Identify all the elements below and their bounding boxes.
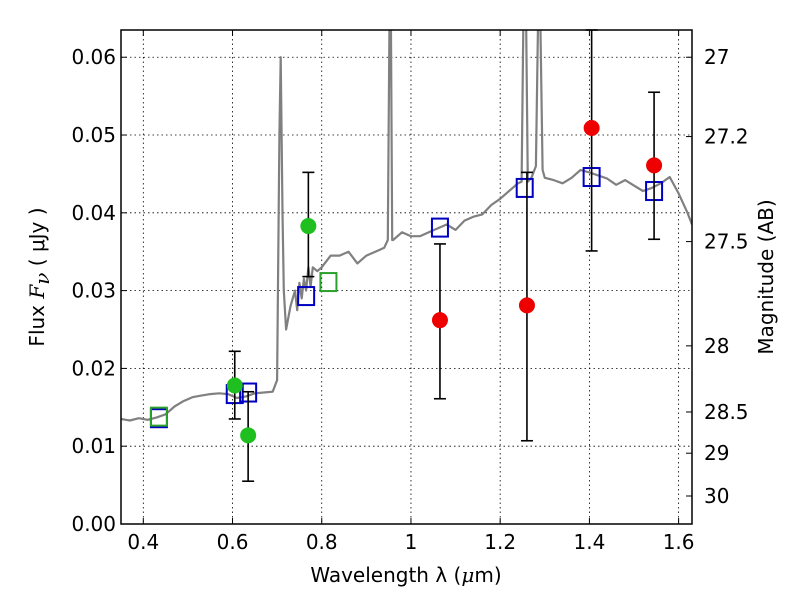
observed-point	[300, 218, 317, 235]
x-tick-label: 1.2	[484, 530, 516, 554]
x-axis-label: Wavelength λ (μm)	[310, 563, 501, 587]
x-tick-label: 1.4	[573, 530, 605, 554]
observed-point	[518, 297, 535, 314]
y2-tick-label: 28.5	[704, 400, 749, 424]
observed-point	[583, 120, 600, 137]
ticks: 0.4 0.6 0.8 1 1.2 1.4 1.6 0.00 0.01 0.02 0.03 0.04 0…	[71, 30, 749, 554]
observed-point	[431, 312, 448, 329]
spectrum-line	[121, 30, 692, 422]
x-tick-label: 1	[405, 530, 418, 554]
model-square-marker	[430, 217, 449, 238]
model-square-marker	[319, 272, 338, 293]
y-tick-label: 0.05	[71, 123, 116, 147]
y2-tick-label: 27.5	[704, 230, 749, 254]
y2-tick-label: 27	[704, 45, 729, 69]
y2-tick-label: 28	[704, 334, 729, 358]
observed-point	[646, 157, 663, 174]
y-tick-label: 0.04	[71, 201, 116, 225]
observed-point	[226, 377, 243, 394]
x-tick-label: 0.8	[306, 530, 338, 554]
y-axis-label: Flux Fν ( μJy )	[25, 207, 54, 346]
plot-frame	[120, 29, 693, 525]
y-tick-label: 0.00	[71, 512, 116, 536]
x-tick-label: 0.6	[217, 530, 249, 554]
y2-tick-label: 29	[704, 441, 729, 465]
y-tick-label: 0.02	[71, 356, 116, 380]
model-square-marker	[297, 286, 316, 307]
y-tick-label: 0.01	[71, 434, 116, 458]
grid	[121, 30, 692, 525]
model-square-marker	[515, 177, 534, 198]
y-tick-label: 0.06	[71, 45, 116, 69]
y2-axis-label: Magnitude (AB)	[754, 199, 778, 354]
x-tick-label: 0.4	[127, 530, 159, 554]
y2-tick-label: 27.2	[704, 125, 749, 149]
y-tick-label: 0.03	[71, 279, 116, 303]
y2-tick-label: 30	[704, 484, 729, 508]
observed-point	[240, 427, 257, 444]
x-tick-label: 1.6	[663, 530, 695, 554]
model-square-marker	[149, 406, 168, 427]
error-bars	[226, 29, 663, 483]
plot-area	[121, 30, 692, 429]
